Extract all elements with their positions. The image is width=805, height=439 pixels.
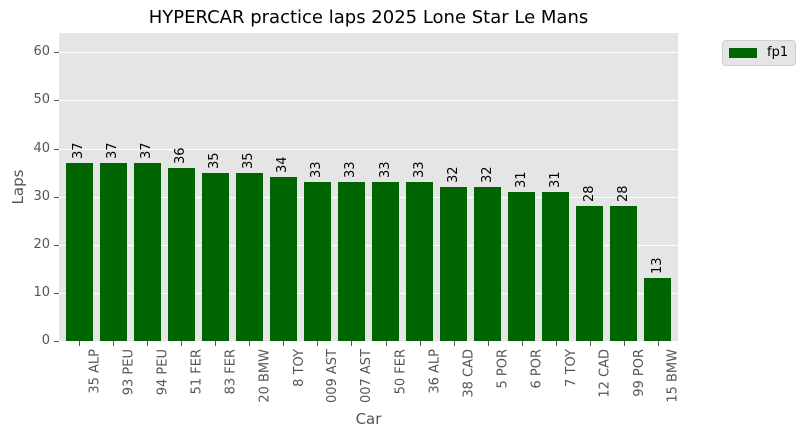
bar [405, 182, 434, 341]
x-tick-label: 5 POR [495, 349, 511, 389]
chart-title: HYPERCAR practice laps 2025 Lone Star Le… [148, 7, 589, 28]
gridline [59, 100, 678, 102]
legend-label: fp1 [767, 45, 789, 60]
x-tick-mark [589, 341, 591, 346]
x-tick-mark [113, 341, 115, 346]
gridline [59, 196, 678, 198]
bar [133, 162, 162, 341]
x-tick-mark [521, 341, 523, 346]
y-tick-mark [54, 148, 59, 150]
x-tick-label: 6 POR [529, 349, 545, 389]
bar-value-label: 32 [479, 166, 495, 183]
x-tick-label: 8 TOY [291, 349, 307, 387]
bar-value-label: 13 [649, 257, 665, 275]
x-tick-label: 12 CAD [597, 349, 613, 398]
y-tick-mark [54, 52, 59, 54]
x-tick-label: 009 AST [325, 349, 341, 404]
x-tick-label: 93 PEU [121, 349, 137, 396]
y-tick-mark [54, 341, 59, 342]
bar-value-label: 33 [309, 161, 325, 179]
x-tick-mark [487, 341, 489, 346]
gridline [59, 292, 678, 294]
bar [269, 177, 298, 341]
bar [303, 182, 332, 341]
gridline [59, 244, 678, 246]
x-tick-label: 007 AST [359, 349, 375, 404]
y-tick-mark [54, 100, 59, 102]
x-tick-label: 38 CAD [461, 349, 477, 398]
x-tick-label: 7 TOY [563, 349, 579, 387]
y-tick-label: 0 [41, 333, 50, 348]
x-tick-label: 83 FER [223, 349, 239, 395]
x-tick-mark [453, 341, 455, 346]
x-tick-mark [79, 341, 81, 346]
bar [201, 172, 230, 341]
y-tick-label: 40 [33, 140, 50, 156]
x-tick-label: 51 FER [189, 349, 205, 395]
bar [371, 182, 400, 341]
bar-value-label: 28 [581, 185, 597, 203]
gridline [59, 148, 678, 150]
x-tick-mark [181, 341, 183, 346]
x-tick-mark [385, 341, 387, 346]
legend-swatch [729, 48, 757, 58]
gridline [59, 52, 678, 54]
bar [439, 187, 468, 341]
x-tick-label: 36 ALP [427, 349, 443, 394]
x-tick-mark [317, 341, 319, 346]
bar [167, 167, 196, 341]
bar [235, 172, 264, 341]
bar [337, 182, 366, 341]
bar-value-label: 33 [377, 161, 393, 179]
x-tick-mark [249, 341, 251, 346]
bar [575, 206, 604, 341]
bar-value-label: 33 [343, 161, 359, 179]
y-tick-label: 10 [33, 284, 50, 300]
bar-value-label: 33 [411, 161, 427, 179]
plot-area [59, 33, 678, 341]
x-tick-label: 99 POR [631, 349, 647, 397]
bar-value-label: 31 [547, 171, 563, 188]
bar [609, 206, 638, 341]
x-tick-mark [623, 341, 625, 346]
x-tick-mark [351, 341, 353, 346]
bar-value-label: 35 [207, 152, 223, 169]
x-tick-mark [555, 341, 557, 346]
y-tick-mark [54, 196, 59, 198]
bar-value-label: 28 [615, 185, 631, 203]
x-tick-label: 15 BMW [665, 349, 681, 403]
bar-value-label: 37 [105, 142, 121, 159]
y-tick-label: 50 [33, 92, 50, 108]
y-tick-label: 60 [33, 44, 50, 60]
x-tick-mark [283, 341, 285, 346]
bar-value-label: 35 [241, 152, 257, 169]
bar [99, 162, 128, 341]
x-tick-label: 94 PEU [155, 349, 171, 396]
x-tick-label: 50 FER [393, 349, 409, 395]
x-tick-mark [657, 341, 659, 346]
bar-value-label: 37 [71, 142, 87, 159]
bar-value-label: 31 [513, 171, 529, 188]
x-tick-mark [215, 341, 217, 346]
legend: fp1 [722, 40, 796, 66]
y-tick-label: 20 [33, 236, 50, 252]
x-axis-label: Car [355, 410, 382, 428]
bar-value-label: 32 [445, 166, 461, 183]
bar [643, 278, 672, 341]
bar [541, 191, 570, 341]
bar [65, 162, 93, 341]
bar-value-label: 36 [173, 147, 189, 164]
bar-value-label: 37 [139, 142, 155, 159]
bar-value-label: 34 [275, 156, 291, 174]
x-tick-mark [147, 341, 149, 346]
y-tick-label: 30 [33, 188, 50, 204]
x-tick-label: 35 ALP [87, 349, 103, 394]
bar [473, 187, 502, 341]
bar [507, 191, 536, 341]
y-tick-mark [54, 244, 59, 246]
x-tick-label: 20 BMW [257, 349, 273, 403]
x-tick-mark [419, 341, 421, 346]
y-tick-mark [54, 292, 59, 294]
